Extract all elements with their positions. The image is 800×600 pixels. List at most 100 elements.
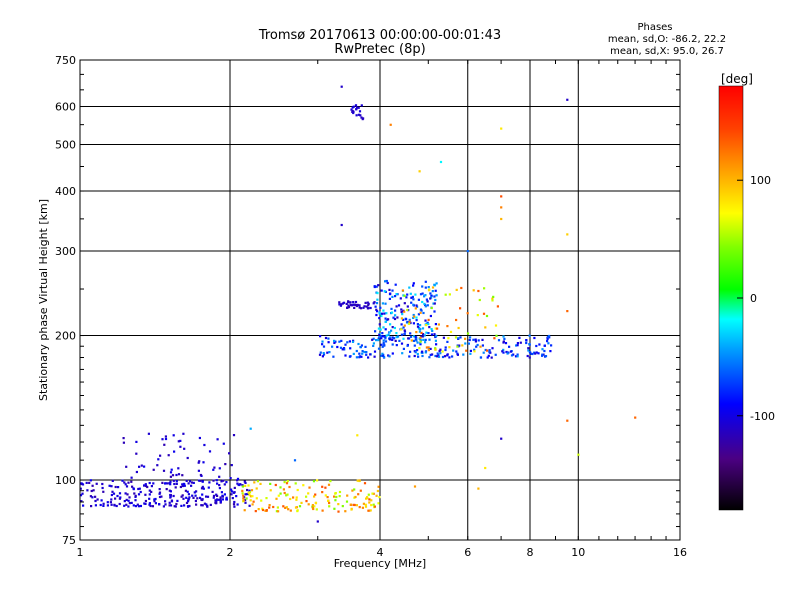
echo-point (446, 325, 449, 328)
echo-point (367, 304, 370, 307)
echo-point (419, 308, 422, 311)
echo-point (371, 338, 374, 341)
echo-point (183, 504, 186, 507)
echo-point (384, 320, 387, 323)
echo-point (219, 496, 222, 499)
echo-point (265, 497, 268, 500)
echo-point (337, 510, 340, 513)
echo-point (150, 490, 153, 493)
echo-point (118, 497, 121, 500)
echo-point (429, 347, 432, 350)
echo-point (295, 498, 298, 501)
echo-point (352, 503, 355, 506)
echo-point (248, 491, 252, 494)
echo-point (200, 487, 204, 490)
echo-point (380, 337, 383, 340)
echo-point (321, 355, 324, 358)
echo-point (516, 355, 519, 358)
echo-point (307, 503, 310, 506)
echo-point (424, 341, 427, 344)
echo-point (154, 502, 157, 505)
echo-point (218, 475, 221, 478)
echo-point (378, 336, 381, 339)
echo-point (341, 348, 344, 351)
echo-point (418, 347, 421, 350)
echo-point (288, 485, 291, 489)
echo-point (509, 350, 513, 353)
echo-point (153, 498, 156, 501)
echo-point (426, 321, 429, 324)
echo-point (230, 493, 233, 496)
echo-point (500, 437, 503, 440)
echo-point (253, 481, 256, 484)
echo-point (249, 499, 252, 502)
echo-point (314, 501, 318, 504)
echo-point (434, 348, 437, 351)
echo-point (125, 503, 128, 506)
echo-point (199, 473, 202, 477)
echo-point (419, 293, 423, 296)
echo-point (249, 495, 252, 498)
echo-point (368, 501, 371, 504)
echo-point (150, 485, 153, 488)
echo-point (395, 293, 398, 296)
echo-point (260, 499, 263, 502)
echo-point (114, 497, 117, 500)
echo-point (403, 294, 406, 297)
echo-point (134, 499, 137, 502)
echo-point (380, 343, 383, 346)
echo-point (515, 344, 518, 347)
echo-point (324, 336, 328, 340)
echo-point (378, 311, 381, 314)
echo-point (187, 498, 190, 501)
echo-point (117, 486, 120, 489)
echo-point (546, 337, 549, 340)
echo-point (439, 348, 442, 351)
echo-point (294, 482, 297, 485)
echo-point (200, 498, 203, 501)
echo-point (455, 318, 458, 322)
echo-point (491, 347, 494, 350)
echo-point (220, 491, 223, 494)
echo-point (388, 355, 391, 358)
echo-point (372, 503, 375, 506)
echo-point (389, 323, 392, 326)
echo-point (376, 292, 379, 295)
echo-point (102, 490, 105, 493)
echo-point (282, 488, 285, 491)
echo-point (417, 313, 420, 316)
echo-point (326, 496, 329, 499)
echo-point (361, 350, 364, 353)
echo-point (355, 114, 358, 117)
echo-point (566, 233, 569, 236)
echo-point (466, 332, 470, 335)
echo-point (451, 355, 454, 358)
echo-point (110, 485, 113, 488)
echo-point (427, 346, 430, 349)
echo-point (421, 350, 424, 353)
echo-point (125, 498, 128, 501)
echo-point (419, 341, 422, 344)
echo-point (242, 499, 245, 502)
echo-point (434, 339, 437, 342)
echo-point (289, 509, 292, 512)
echo-point (395, 305, 398, 308)
echo-point (409, 292, 412, 295)
echo-point (195, 503, 198, 506)
echo-point (349, 347, 352, 350)
echo-point (421, 354, 424, 358)
echo-point (158, 488, 161, 491)
echo-point (158, 492, 161, 495)
echo-point (353, 503, 356, 507)
echo-point (279, 492, 282, 495)
echo-point (352, 301, 355, 304)
echo-point (194, 499, 197, 503)
echo-point (380, 354, 383, 357)
echo-point (482, 351, 485, 354)
echo-point (439, 160, 443, 164)
echo-point (225, 498, 228, 501)
echo-point (80, 482, 83, 485)
echo-point (444, 293, 447, 296)
echo-point (274, 483, 277, 487)
echo-point (493, 337, 496, 340)
